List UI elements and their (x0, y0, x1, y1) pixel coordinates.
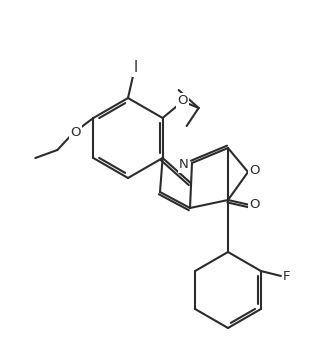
Text: O: O (177, 94, 188, 108)
Text: O: O (70, 126, 81, 140)
Text: N: N (179, 158, 189, 172)
Text: I: I (134, 61, 138, 75)
Text: F: F (283, 269, 291, 283)
Text: O: O (250, 199, 260, 211)
Text: O: O (250, 163, 260, 177)
